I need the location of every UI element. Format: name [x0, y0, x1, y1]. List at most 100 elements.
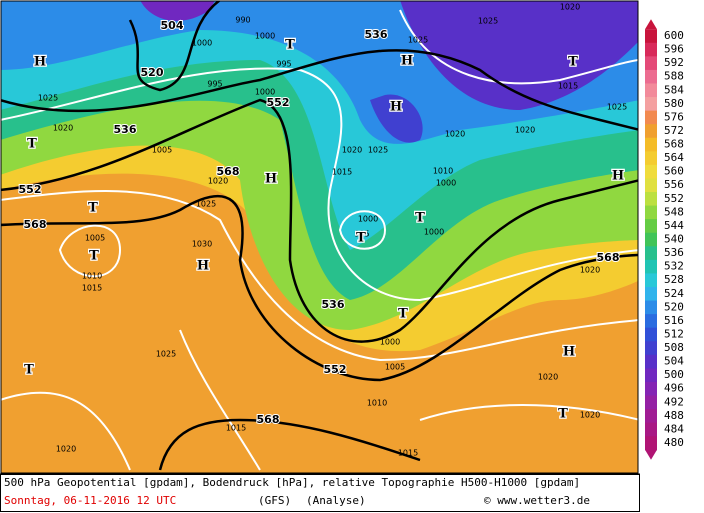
isobar-label: 1020	[56, 445, 76, 454]
contour-label: 552	[267, 96, 290, 109]
colorbar-label: 496	[664, 382, 684, 395]
pressure-center: H	[390, 100, 402, 115]
isobar-label: 1000	[192, 39, 212, 48]
isobar-label: 1010	[433, 167, 453, 176]
field-purple-n	[140, 1, 215, 21]
caption-line1: 500 hPa Geopotential [gpdam], Bodendruck…	[4, 476, 580, 489]
colorbar-label: 588	[664, 70, 684, 83]
colorbar-label: 552	[664, 192, 684, 205]
colorbar-swatch	[645, 327, 657, 342]
colorbar-label: 596	[664, 43, 684, 56]
isobar-label: 1010	[82, 272, 102, 281]
colorbar-swatch	[645, 42, 657, 57]
colorbar-swatch	[645, 97, 657, 112]
isobar-label: 1020	[342, 146, 362, 155]
colorbar-swatch	[645, 110, 657, 125]
colorbar-label: 516	[664, 314, 684, 327]
colorbar-label: 540	[664, 233, 684, 246]
isobar-label: 1015	[226, 424, 246, 433]
pressure-center: H	[265, 172, 277, 187]
isobar-label: 1015	[558, 82, 578, 91]
colorbar-swatch	[645, 69, 657, 84]
pressure-center: T	[415, 211, 425, 226]
colorbar-swatch	[645, 436, 657, 451]
isobar-label: 1030	[192, 240, 212, 249]
caption-run: (Analyse)	[306, 494, 366, 507]
colorbar-swatch	[645, 395, 657, 410]
colorbar-label: 488	[664, 409, 684, 422]
pressure-center: T	[24, 363, 34, 378]
isobar-label: 995	[207, 80, 222, 89]
colorbar-swatch	[645, 56, 657, 71]
colorbar-label: 548	[664, 205, 684, 218]
colorbar-label: 504	[664, 355, 684, 368]
caption-model: (GFS)	[258, 494, 291, 507]
isobar-label: 1000	[358, 215, 378, 224]
contour-label: 568	[597, 251, 620, 264]
contour-label: 536	[322, 298, 345, 311]
pressure-center: T	[285, 38, 295, 53]
contour-label: 520	[141, 66, 164, 79]
caption-date: Sonntag, 06-11-2016 12 UTC	[4, 494, 176, 507]
pressure-center: T	[398, 307, 408, 322]
colorbar-label: 560	[664, 165, 684, 178]
pressure-center: T	[568, 55, 578, 70]
colorbar-swatch	[645, 246, 657, 261]
pressure-center: H	[197, 259, 209, 274]
contour-label: 536	[114, 123, 137, 136]
isobar-label: 995	[276, 60, 291, 69]
colorbar-label: 568	[664, 138, 684, 151]
isobar-label: 1025	[38, 94, 58, 103]
isobar-label: 1025	[607, 103, 627, 112]
isobar-label: 1025	[408, 36, 428, 45]
colorbar-swatch	[645, 409, 657, 424]
colorbar-label: 532	[664, 260, 684, 273]
pressure-center: H	[563, 345, 575, 360]
pressure-center: T	[558, 407, 568, 422]
contour-label: 504	[161, 19, 184, 32]
isobar-label: 1010	[367, 399, 387, 408]
colorbar-swatch	[645, 137, 657, 152]
pressure-center: H	[401, 54, 413, 69]
colorbar-swatch	[645, 300, 657, 315]
field-low	[370, 94, 423, 143]
colorbar-label: 600	[664, 29, 684, 42]
colorbar-swatch	[645, 422, 657, 437]
isobar-label: 1015	[398, 449, 418, 458]
colorbar-swatch	[645, 205, 657, 220]
isobar-label: 1025	[368, 146, 388, 155]
isobars	[1, 9, 638, 471]
map-field	[1, 1, 638, 473]
colorbar-swatch	[645, 124, 657, 139]
isobar-label: 1005	[152, 146, 172, 155]
colorbar-label: 512	[664, 327, 684, 340]
isobar-label: 1025	[156, 350, 176, 359]
map-labels: 504 520 536 552 568 536 552 568 536 552 568 568 1025…	[18, 3, 628, 458]
colorbar-swatch	[645, 341, 657, 356]
isobar-label: 1020	[208, 177, 228, 186]
colorbar-swatch	[645, 354, 657, 369]
colorbar: 6005965925885845805765725685645605565525…	[645, 19, 684, 460]
colorbar-label: 492	[664, 395, 684, 408]
colorbar-swatch	[645, 368, 657, 383]
isobar-label: 995	[354, 230, 369, 239]
isobar-label: 1020	[580, 266, 600, 275]
isobar-label: 1000	[380, 338, 400, 347]
contour-label: 568	[24, 218, 47, 231]
isobar-label: 1020	[53, 124, 73, 133]
colorbar-label: 500	[664, 368, 684, 381]
contour-label: 536	[365, 28, 388, 41]
colorbar-label: 544	[664, 219, 684, 232]
isobar-label: 1020	[538, 373, 558, 382]
colorbar-label: 572	[664, 124, 684, 137]
isobar-label: 1020	[560, 3, 580, 12]
colorbar-swatch	[645, 219, 657, 234]
colorbar-label: 520	[664, 300, 684, 313]
colorbar-cap-top	[645, 19, 657, 30]
isobar-label: 1025	[478, 17, 498, 26]
contour-label: 552	[19, 183, 42, 196]
isobar-label: 1020	[580, 411, 600, 420]
contour-label: 568	[217, 165, 240, 178]
colorbar-swatch	[645, 151, 657, 166]
